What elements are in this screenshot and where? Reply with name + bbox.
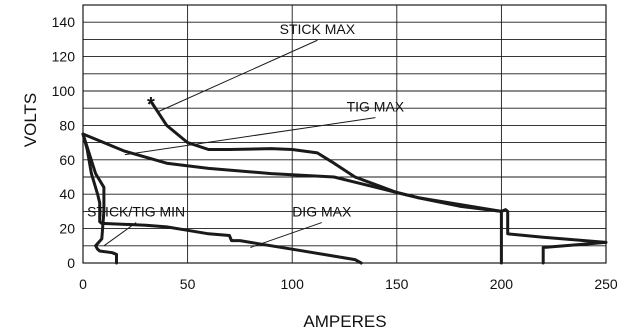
y-tick-label: 40	[59, 186, 75, 202]
stick-tig-min-label: STICK/TIG MIN	[87, 204, 185, 220]
tig-max-label: TIG MAX	[347, 99, 405, 115]
x-tick-label: 250	[594, 276, 618, 292]
stick-max-line	[150, 101, 608, 265]
asterisk-marker: *	[147, 94, 155, 116]
y-tick-label: 20	[59, 221, 75, 237]
y-tick-label: 0	[67, 255, 75, 271]
y-tick-label: 140	[52, 14, 76, 30]
annotation-labels: STICK MAX TIG MAX STICK/TIG MIN DIG MAX *	[87, 21, 405, 219]
stick-max-leader	[158, 39, 318, 113]
grid	[82, 4, 607, 264]
y-axis-label: VOLTS	[21, 93, 40, 147]
y-tick-label: 120	[52, 49, 76, 65]
x-tick-label: 0	[79, 276, 87, 292]
dig-max-label: DIG MAX	[292, 204, 352, 220]
y-tick-label: 80	[59, 117, 75, 133]
y-tick-label: 60	[59, 152, 75, 168]
stick-tig-min-leader	[103, 222, 137, 247]
stick-tig-min-line	[81, 132, 363, 265]
stick-max-label: STICK MAX	[280, 21, 356, 37]
plot-frame	[82, 4, 607, 264]
x-axis-label: AMPERES	[303, 312, 386, 331]
y-tick-label: 100	[52, 83, 76, 99]
tig-max-line	[81, 132, 503, 265]
annotation-leaders	[103, 39, 376, 248]
dig-max-line	[81, 132, 118, 265]
x-tick-label: 200	[490, 276, 514, 292]
tig-max-leader	[124, 117, 376, 156]
x-tick-label: 50	[180, 276, 196, 292]
dig-max-leader	[250, 222, 322, 248]
tick-labels: 0 50 100 150 200 250 0 20 40 60 80 100 120 140	[52, 14, 618, 292]
x-tick-label: 100	[281, 276, 305, 292]
series-lines	[81, 101, 608, 265]
x-tick-label: 150	[385, 276, 409, 292]
